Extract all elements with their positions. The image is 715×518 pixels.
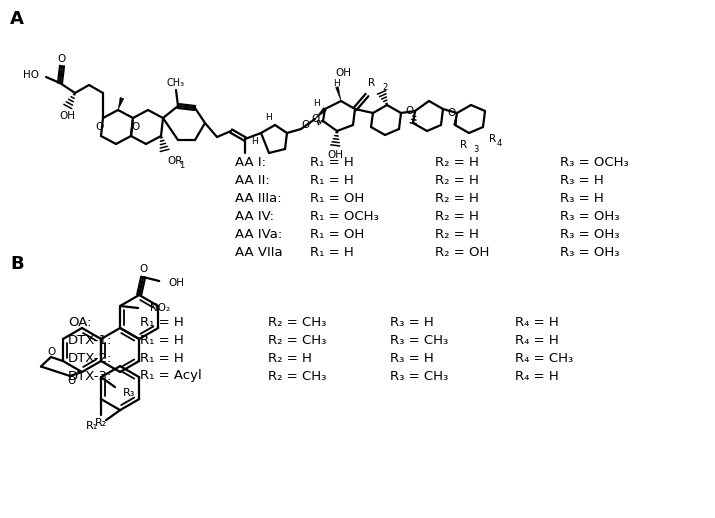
Text: O: O (301, 120, 309, 130)
Text: R₃ = H: R₃ = H (560, 174, 603, 186)
Text: R₂: R₂ (95, 418, 107, 428)
Text: AA VIIa: AA VIIa (235, 246, 282, 258)
Text: AA IIIa:: AA IIIa: (235, 192, 282, 205)
Text: R₃ = CH₃: R₃ = CH₃ (390, 334, 448, 347)
Text: AA IV:: AA IV: (235, 209, 274, 223)
Text: R₂ = OH: R₂ = OH (435, 246, 489, 258)
Text: OR: OR (167, 156, 182, 166)
Text: R₂ = H: R₂ = H (268, 352, 312, 365)
Text: 4: 4 (497, 138, 502, 148)
Text: R₁ = H: R₁ = H (140, 352, 184, 365)
Text: H: H (314, 98, 320, 108)
Text: R₃ = OH₃: R₃ = OH₃ (560, 227, 619, 240)
Text: NO₂: NO₂ (150, 303, 170, 313)
Text: R₁ = Acyl: R₁ = Acyl (140, 369, 202, 382)
Polygon shape (335, 87, 341, 101)
Text: R₁ = H: R₁ = H (140, 334, 184, 347)
Text: R₃ = OCH₃: R₃ = OCH₃ (560, 155, 628, 168)
Text: R₁ = H: R₁ = H (310, 246, 354, 258)
Text: O: O (58, 54, 66, 64)
Text: OH: OH (59, 111, 75, 121)
Text: O: O (131, 122, 139, 132)
Text: R: R (460, 140, 467, 150)
Text: R₃ = H: R₃ = H (390, 315, 434, 328)
Text: R₂ = H: R₂ = H (435, 209, 479, 223)
Text: O: O (96, 122, 104, 132)
Text: R₂ = H: R₂ = H (435, 174, 479, 186)
Polygon shape (118, 97, 124, 110)
Text: R₁ = OH: R₁ = OH (310, 227, 364, 240)
Text: R: R (368, 78, 375, 88)
Text: O: O (311, 114, 319, 124)
Text: OH: OH (168, 278, 184, 288)
Text: R₂ = H: R₂ = H (435, 192, 479, 205)
Text: DTX-2:: DTX-2: (68, 352, 112, 365)
Text: DTX-3:: DTX-3: (68, 369, 112, 382)
Text: H: H (266, 112, 272, 122)
Text: R₃ = OH₃: R₃ = OH₃ (560, 209, 619, 223)
Text: R₄ = H: R₄ = H (515, 315, 558, 328)
Text: R₃ = CH₃: R₃ = CH₃ (390, 369, 448, 382)
Text: R₁ = H: R₁ = H (140, 315, 184, 328)
Text: R₃ = OH₃: R₃ = OH₃ (560, 246, 619, 258)
Text: 3: 3 (473, 145, 478, 153)
Polygon shape (453, 113, 457, 125)
Text: 2: 2 (382, 82, 388, 92)
Text: DTX-1:: DTX-1: (68, 334, 112, 347)
Text: A: A (10, 10, 24, 28)
Text: H: H (252, 137, 258, 146)
Text: R₁: R₁ (86, 421, 98, 431)
Text: R₁ = OH: R₁ = OH (310, 192, 364, 205)
Text: O: O (447, 108, 455, 118)
Text: R₂ = CH₃: R₂ = CH₃ (268, 369, 326, 382)
Text: OA:: OA: (68, 315, 92, 328)
Text: R₄ = H: R₄ = H (515, 334, 558, 347)
Text: R₂ = CH₃: R₂ = CH₃ (268, 315, 326, 328)
Text: CH₃: CH₃ (167, 78, 185, 88)
Text: R₃ = H: R₃ = H (390, 352, 434, 365)
Text: R₁ = H: R₁ = H (310, 174, 354, 186)
Text: HO: HO (23, 70, 39, 80)
Text: O: O (405, 106, 413, 116)
Text: B: B (10, 255, 24, 273)
Text: OH: OH (327, 150, 343, 160)
Text: R₃ = H: R₃ = H (560, 192, 603, 205)
Text: R₁ = OCH₃: R₁ = OCH₃ (310, 209, 379, 223)
Text: R₄ = H: R₄ = H (515, 369, 558, 382)
Text: 1: 1 (179, 161, 184, 169)
Polygon shape (315, 108, 327, 119)
Text: R₄ = CH₃: R₄ = CH₃ (515, 352, 573, 365)
Text: R₂ = CH₃: R₂ = CH₃ (268, 334, 326, 347)
Text: O: O (139, 264, 147, 274)
Text: H: H (334, 79, 340, 88)
Text: AA IVa:: AA IVa: (235, 227, 282, 240)
Text: R: R (489, 134, 496, 144)
Text: O: O (48, 347, 56, 357)
Text: R₃: R₃ (123, 388, 135, 398)
Text: AA I:: AA I: (235, 155, 266, 168)
Text: O: O (67, 376, 75, 386)
Text: R₁ = H: R₁ = H (310, 155, 354, 168)
Text: R₂ = H: R₂ = H (435, 155, 479, 168)
Text: R₂ = H: R₂ = H (435, 227, 479, 240)
Text: AA II:: AA II: (235, 174, 270, 186)
Text: OH: OH (335, 68, 351, 78)
